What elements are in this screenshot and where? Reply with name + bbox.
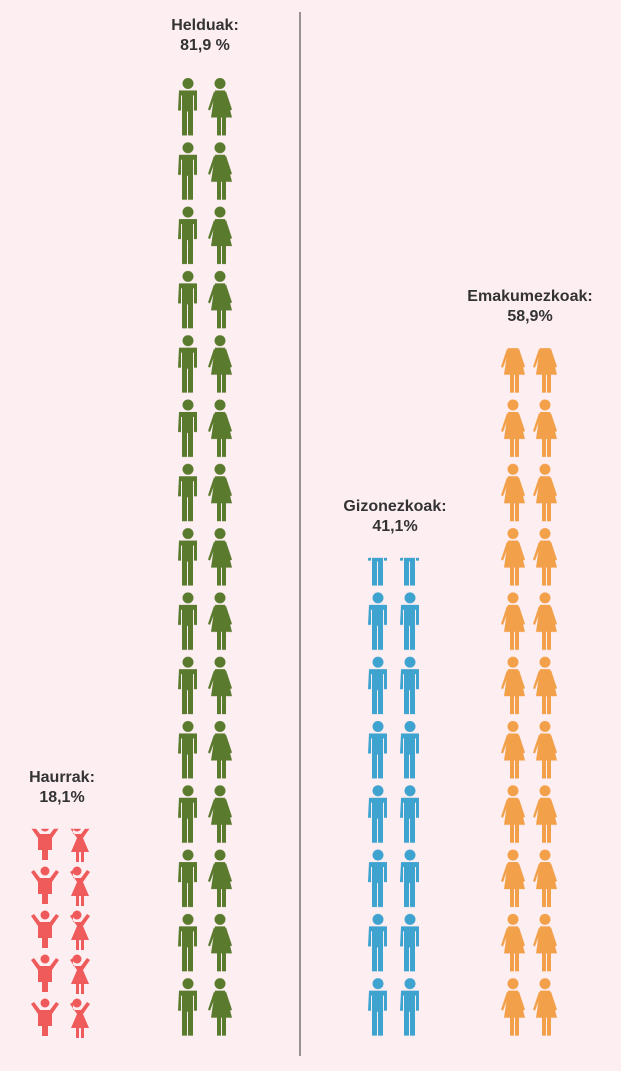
value-label: 41,1% <box>372 518 417 535</box>
pictogram-column <box>362 557 428 1042</box>
category-label: Emakumezkoak: <box>467 288 592 305</box>
category-label: Helduak: <box>171 17 239 34</box>
pictogram-column <box>497 348 563 1043</box>
pictogram-column <box>172 77 238 1042</box>
category-label: Gizonezkoak: <box>343 498 446 515</box>
pictogram-column <box>29 828 95 1042</box>
category-label: Haurrak: <box>29 769 95 786</box>
value-label: 58,9% <box>507 308 552 325</box>
value-label: 18,1% <box>39 789 84 806</box>
value-label: 81,9 % <box>180 37 230 54</box>
